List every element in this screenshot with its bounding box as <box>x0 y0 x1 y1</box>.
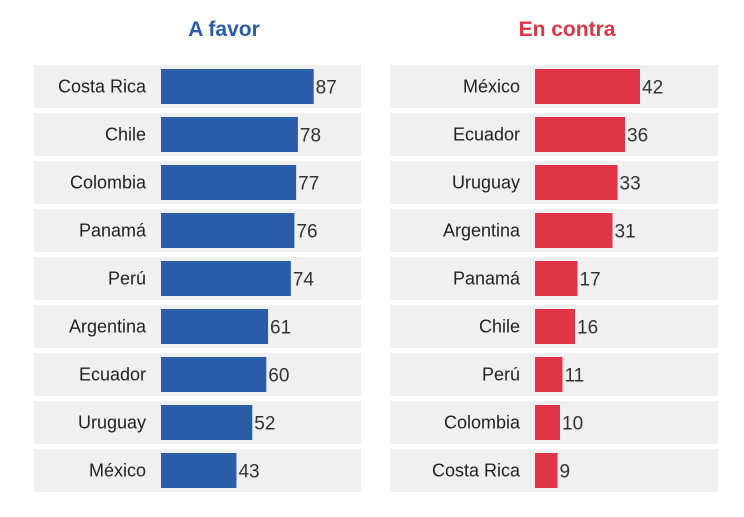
value-label: 74 <box>293 270 315 291</box>
bar <box>161 165 297 200</box>
bar <box>161 69 314 104</box>
value-label: 33 <box>620 174 641 195</box>
category-label: Costa Rica <box>432 461 521 481</box>
bar <box>535 357 563 392</box>
category-label: Chile <box>105 125 146 145</box>
value-label: 43 <box>238 462 259 483</box>
category-label: Perú <box>482 365 520 385</box>
value-label: 16 <box>577 318 598 339</box>
bar <box>535 213 613 248</box>
bar <box>535 453 558 488</box>
bar <box>161 453 237 488</box>
category-label: Uruguay <box>78 413 146 433</box>
bar <box>161 357 267 392</box>
category-label: Panamá <box>79 221 147 241</box>
value-label: 78 <box>300 126 321 147</box>
value-label: 87 <box>316 78 337 99</box>
value-label: 10 <box>562 414 583 435</box>
value-label: 52 <box>254 414 275 435</box>
category-label: Perú <box>108 269 146 289</box>
bar <box>535 261 578 296</box>
category-label: Ecuador <box>453 125 520 145</box>
value-label: 76 <box>296 222 317 243</box>
value-label: 11 <box>565 366 585 387</box>
panel-title-en-contra: En contra <box>518 18 616 41</box>
category-label: Costa Rica <box>58 77 147 97</box>
category-label: Chile <box>479 317 520 337</box>
bar <box>535 69 640 104</box>
bar <box>535 309 575 344</box>
value-label: 61 <box>270 318 291 339</box>
chart-panel-a-favor: Costa Rica 87 Chile 78 Colombia 77 Panamá 76 Per… <box>34 65 361 492</box>
value-label: 17 <box>580 270 601 291</box>
chart-panel-en-contra: México 42 Ecuador 36 Uruguay 33 Argentina 31 Pan… <box>390 65 718 492</box>
bar <box>161 261 291 296</box>
category-label: México <box>463 77 520 97</box>
bar <box>161 117 298 152</box>
category-label: Uruguay <box>452 173 520 193</box>
panel-title-a-favor: A favor <box>188 18 260 41</box>
category-label: Colombia <box>444 413 521 433</box>
value-label: 42 <box>642 78 663 99</box>
category-label: Colombia <box>70 173 147 193</box>
category-label: México <box>89 461 146 481</box>
value-label: 77 <box>298 174 319 195</box>
category-label: Argentina <box>443 221 521 241</box>
bar <box>161 309 269 344</box>
category-label: Panamá <box>453 269 521 289</box>
category-label: Argentina <box>69 317 147 337</box>
category-label: Ecuador <box>79 365 146 385</box>
value-label: 31 <box>615 222 636 243</box>
bar <box>535 165 618 200</box>
bar <box>161 213 295 248</box>
bar <box>161 405 253 440</box>
value-label: 36 <box>627 126 648 147</box>
value-label: 60 <box>268 366 289 387</box>
bar <box>535 405 560 440</box>
bar <box>535 117 625 152</box>
value-label: 9 <box>560 462 571 483</box>
